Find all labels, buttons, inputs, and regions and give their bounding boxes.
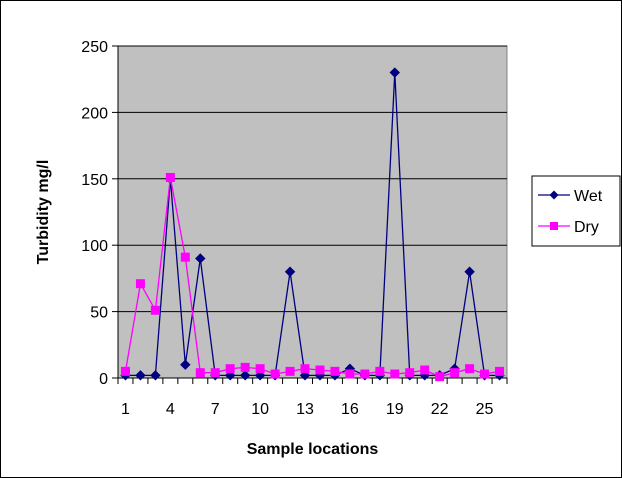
legend-item-dry: Dry <box>538 219 599 236</box>
x-tick-label: 4 <box>166 401 175 418</box>
data-point <box>375 366 385 376</box>
data-point <box>390 369 400 379</box>
data-point <box>255 364 265 374</box>
legend: Wet Dry <box>531 175 621 247</box>
x-tick-label: 13 <box>296 401 314 418</box>
data-point <box>330 366 340 376</box>
plot-area <box>117 45 508 379</box>
legend-marker <box>549 190 559 200</box>
data-point <box>210 368 220 378</box>
data-point <box>135 279 145 289</box>
x-tick-label: 1 <box>121 401 130 418</box>
data-point <box>420 365 430 375</box>
data-point <box>285 366 295 376</box>
data-point <box>135 370 146 381</box>
data-point <box>225 364 235 374</box>
data-point <box>300 364 310 374</box>
y-axis-title: Turbidity mg/l <box>35 160 52 265</box>
data-point <box>405 368 415 378</box>
x-axis-title: Sample locations <box>247 441 379 458</box>
x-tick-label: 7 <box>211 401 220 418</box>
data-point <box>389 67 400 78</box>
y-tick-label: 50 <box>90 305 108 322</box>
legend-label: Wet <box>574 188 603 205</box>
data-point <box>165 172 175 182</box>
series-layer <box>120 67 505 382</box>
data-point <box>315 365 325 375</box>
y-tick-label: 250 <box>81 39 108 56</box>
legend-box <box>531 175 621 247</box>
data-point <box>180 359 191 370</box>
data-point <box>150 305 160 315</box>
data-point <box>150 370 161 381</box>
series-dry <box>120 172 505 382</box>
x-tick-label: 22 <box>431 401 449 418</box>
y-tick-label: 100 <box>81 238 108 255</box>
data-point <box>180 252 190 262</box>
legend-item-wet: Wet <box>538 188 603 205</box>
data-point <box>270 369 280 379</box>
data-point <box>284 266 296 277</box>
data-point <box>195 368 205 378</box>
y-tick-label: 150 <box>81 172 108 189</box>
data-point <box>450 368 460 378</box>
y-tick-label: 0 <box>99 371 108 388</box>
data-point <box>464 266 475 277</box>
data-point <box>240 362 250 372</box>
x-tick-label: 10 <box>251 401 269 418</box>
data-point <box>360 369 370 379</box>
x-tick-label: 16 <box>341 401 359 418</box>
data-point <box>465 364 475 374</box>
data-point <box>195 253 206 264</box>
x-tick-label: 19 <box>386 401 404 418</box>
data-point <box>480 369 490 379</box>
data-point <box>495 366 505 376</box>
data-point <box>345 369 355 379</box>
legend-marker <box>550 222 558 230</box>
legend-label: Dry <box>574 219 599 236</box>
x-tick-label: 25 <box>476 401 494 418</box>
data-point <box>239 370 251 381</box>
y-tick-label: 200 <box>81 105 108 122</box>
data-point <box>120 366 130 376</box>
data-point <box>435 372 445 382</box>
